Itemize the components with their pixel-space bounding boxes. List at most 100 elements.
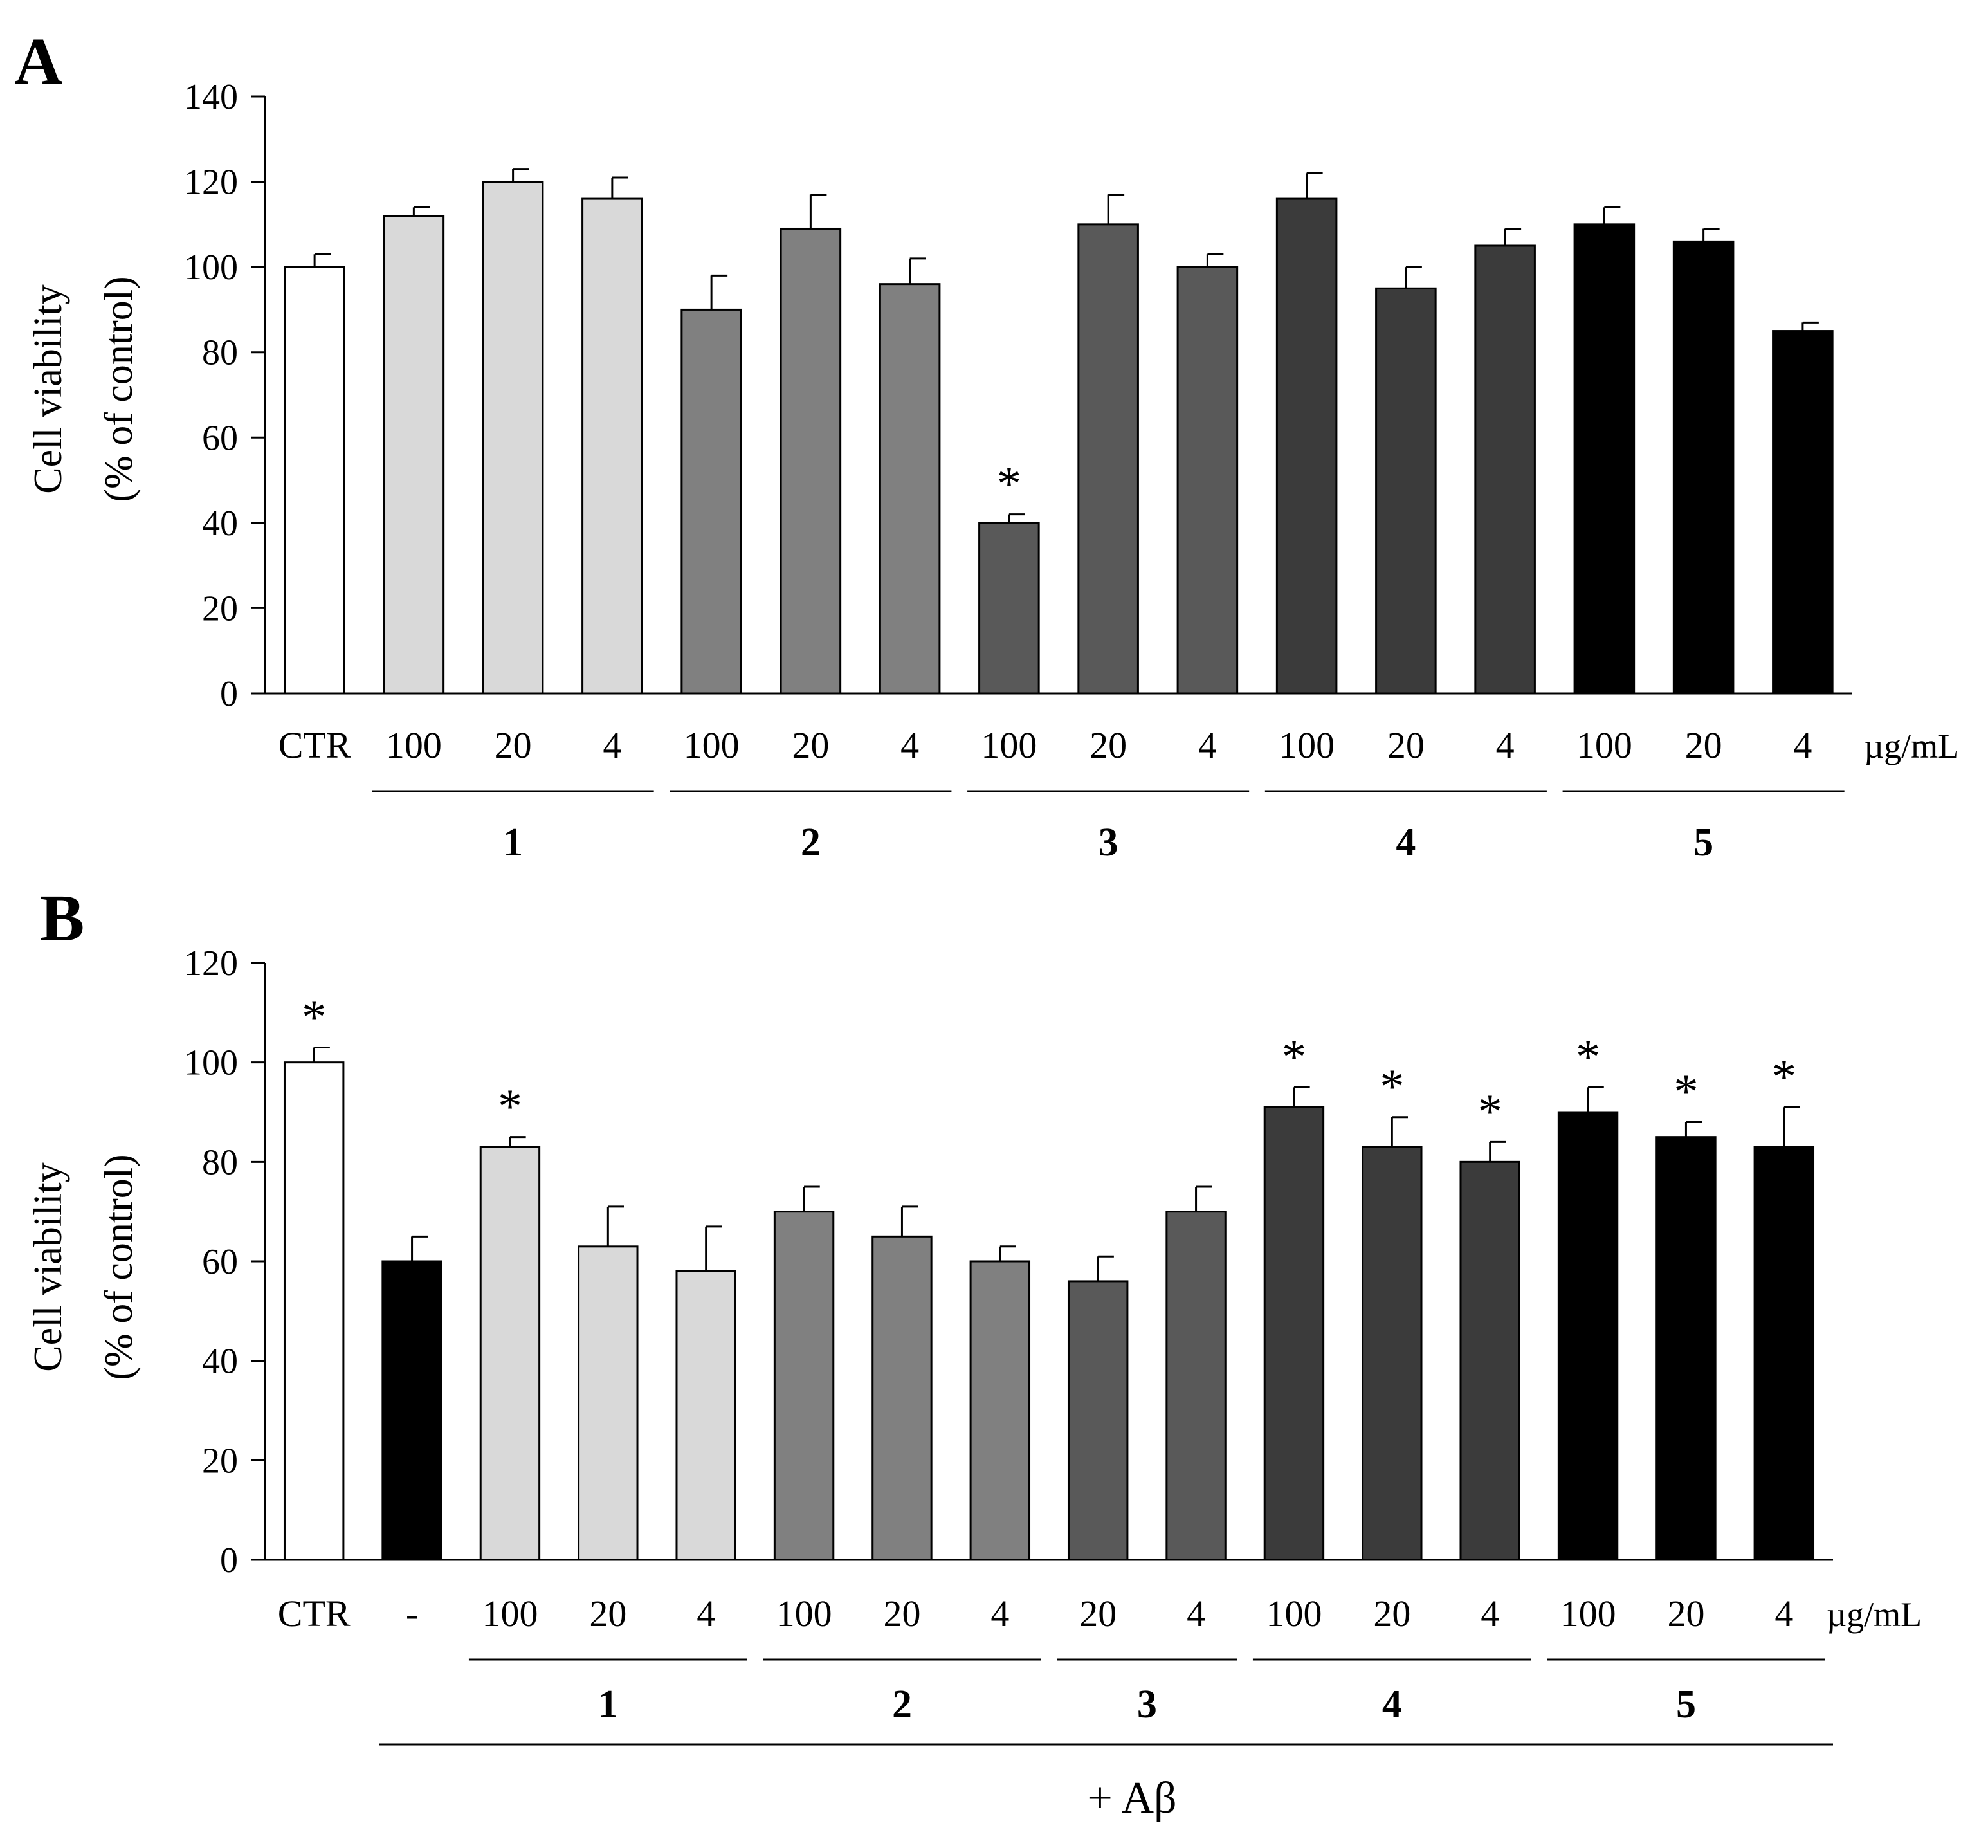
panel-b-y-tick-label-2: 40	[202, 1342, 238, 1382]
panel-a-bar-14	[1672, 240, 1735, 695]
panel-a-group-label-4: 5	[1693, 821, 1713, 865]
panel-b-category-label-11: 20	[1373, 1593, 1410, 1634]
panel-b-category-label-1: -	[406, 1593, 418, 1634]
panel-a-group-label-1: 2	[801, 821, 821, 865]
panel-b-significance-13: *	[1576, 1030, 1600, 1084]
panel-a-category-label-1: 100	[386, 724, 442, 766]
panel-b-unit-label: µg/mL	[1827, 1595, 1922, 1634]
panel-b-category-label-0: CTR	[278, 1593, 351, 1634]
panel-a-bar-1	[383, 215, 445, 695]
panel-a-bar-13	[1573, 223, 1636, 695]
panel-b-y-axis-label: Cell viability (% of control)	[26, 1154, 141, 1380]
panel-a-group-label-0: 1	[503, 821, 523, 865]
panel-b-y-tick-label-0: 0	[220, 1541, 238, 1580]
panel-a-category-label-12: 4	[1496, 724, 1515, 766]
panel-b: B Cell viability (% of control) 0 20 40 60 8…	[26, 881, 1922, 1823]
panel-b-category-label-14: 20	[1667, 1593, 1704, 1634]
panel-a-category-label-5: 20	[792, 724, 829, 766]
panel-b-category-label-15: 4	[1774, 1593, 1793, 1634]
panel-a-significance-7: *	[997, 457, 1021, 511]
panel-a-category-label-0: CTR	[278, 724, 351, 766]
panel-a-category-label-4: 100	[684, 724, 740, 766]
panel-b-significance-2: *	[498, 1080, 522, 1134]
panel-b-category-label-8: 20	[1079, 1593, 1117, 1634]
panel-a-y-tick-label-4: 80	[202, 333, 238, 373]
panel-a-category-label-7: 100	[981, 724, 1037, 766]
panel-a-y-tick-label-5: 100	[184, 248, 238, 288]
panel-a-category-label-2: 20	[495, 724, 532, 766]
panel-a-category-label-9: 4	[1198, 724, 1217, 766]
panel-b-category-label-13: 100	[1560, 1593, 1616, 1634]
panel-b-bar-3	[578, 1245, 639, 1561]
panel-a-unit-label: µg/mL	[1864, 727, 1959, 765]
panel-b-y-tick-label-6: 120	[184, 944, 238, 983]
panel-b-y-label-line2: (% of control)	[97, 1154, 141, 1380]
panel-a-group-label-2: 3	[1099, 821, 1118, 865]
panel-a-y-tick-label-2: 40	[202, 504, 238, 544]
panel-a-category-label-10: 100	[1279, 724, 1335, 766]
panel-b-bar-11	[1362, 1146, 1423, 1561]
panel-b-y-tick-label-4: 80	[202, 1142, 238, 1182]
panel-a-bar-15	[1772, 330, 1834, 695]
panel-a-y-tick-label-6: 120	[184, 163, 238, 203]
panel-b-bar-2	[479, 1146, 541, 1561]
panel-b-significance-0: *	[302, 990, 326, 1044]
panel-a: A Cell viability (% of control) 0 20 40 60 8…	[14, 24, 1959, 865]
panel-a-bar-6	[879, 283, 941, 695]
panel-b-bar-15	[1753, 1146, 1815, 1561]
panel-b-bar-13	[1557, 1111, 1619, 1561]
panel-b-bar-4	[675, 1270, 736, 1561]
panel-b-category-label-7: 4	[990, 1593, 1009, 1634]
panel-b-y-tick-label-5: 100	[184, 1043, 238, 1083]
panel-a-category-label-6: 4	[900, 724, 919, 766]
panel-a-bar-11	[1375, 287, 1437, 695]
panel-a-bar-12	[1474, 244, 1536, 695]
panel-a-y-label-line2: (% of control)	[97, 276, 141, 502]
panel-b-group-label-0: 1	[598, 1683, 618, 1726]
panel-b-category-label-12: 4	[1481, 1593, 1499, 1634]
panel-a-y-tick-label-7: 140	[184, 77, 238, 117]
panel-b-group-label-1: 2	[892, 1683, 912, 1726]
panel-a-bar-9	[1176, 266, 1239, 695]
panel-b-bar-5	[773, 1211, 835, 1561]
panel-b-group-label-4: 5	[1676, 1683, 1696, 1726]
panel-a-group-label-3: 4	[1396, 821, 1416, 865]
panel-b-bar-1	[381, 1260, 442, 1561]
panel-a-category-label-14: 20	[1685, 724, 1722, 766]
panel-b-group-label-2: 3	[1137, 1683, 1157, 1726]
panel-b-bar-0	[283, 1061, 345, 1561]
panel-a-bar-3	[581, 197, 643, 695]
panel-a-bar-10	[1275, 197, 1338, 695]
panel-a-y-tick-label-0: 0	[220, 674, 238, 714]
panel-b-category-label-4: 4	[697, 1593, 715, 1634]
panel-b-significance-10: *	[1282, 1030, 1306, 1084]
panel-b-bar-12	[1459, 1160, 1520, 1561]
panel-b-y-tick-label-1: 20	[202, 1441, 238, 1481]
panel-b-group-label-3: 4	[1382, 1683, 1402, 1726]
panel-b-category-label-3: 20	[589, 1593, 626, 1634]
panel-b-category-label-9: 4	[1187, 1593, 1205, 1634]
panel-b-significance-12: *	[1478, 1084, 1502, 1139]
panel-b-significance-14: *	[1673, 1065, 1698, 1119]
panel-b-letter: B	[40, 881, 84, 955]
panel-a-y-label-line1: Cell viability	[26, 284, 70, 493]
panel-b-category-label-6: 20	[883, 1593, 920, 1634]
panel-b-treatment-label: + Aβ	[1087, 1773, 1176, 1823]
panel-b-bar-14	[1655, 1136, 1717, 1561]
panel-a-category-label-11: 20	[1387, 724, 1425, 766]
panel-b-category-label-2: 100	[482, 1593, 538, 1634]
panel-b-category-label-5: 100	[776, 1593, 832, 1634]
panel-b-bar-8	[1067, 1280, 1129, 1561]
panel-b-significance-11: *	[1380, 1060, 1404, 1114]
panel-b-bar-10	[1263, 1106, 1325, 1561]
panel-b-significance-15: *	[1772, 1050, 1796, 1104]
panel-a-category-label-13: 100	[1576, 724, 1632, 766]
panel-a-bar-0	[284, 266, 345, 695]
panel-a-category-label-15: 4	[1793, 724, 1812, 766]
panel-b-y-tick-label-3: 60	[202, 1242, 238, 1282]
panel-a-category-label-8: 20	[1090, 724, 1127, 766]
panel-a-bar-7	[978, 522, 1040, 695]
panel-b-bar-9	[1165, 1211, 1227, 1561]
